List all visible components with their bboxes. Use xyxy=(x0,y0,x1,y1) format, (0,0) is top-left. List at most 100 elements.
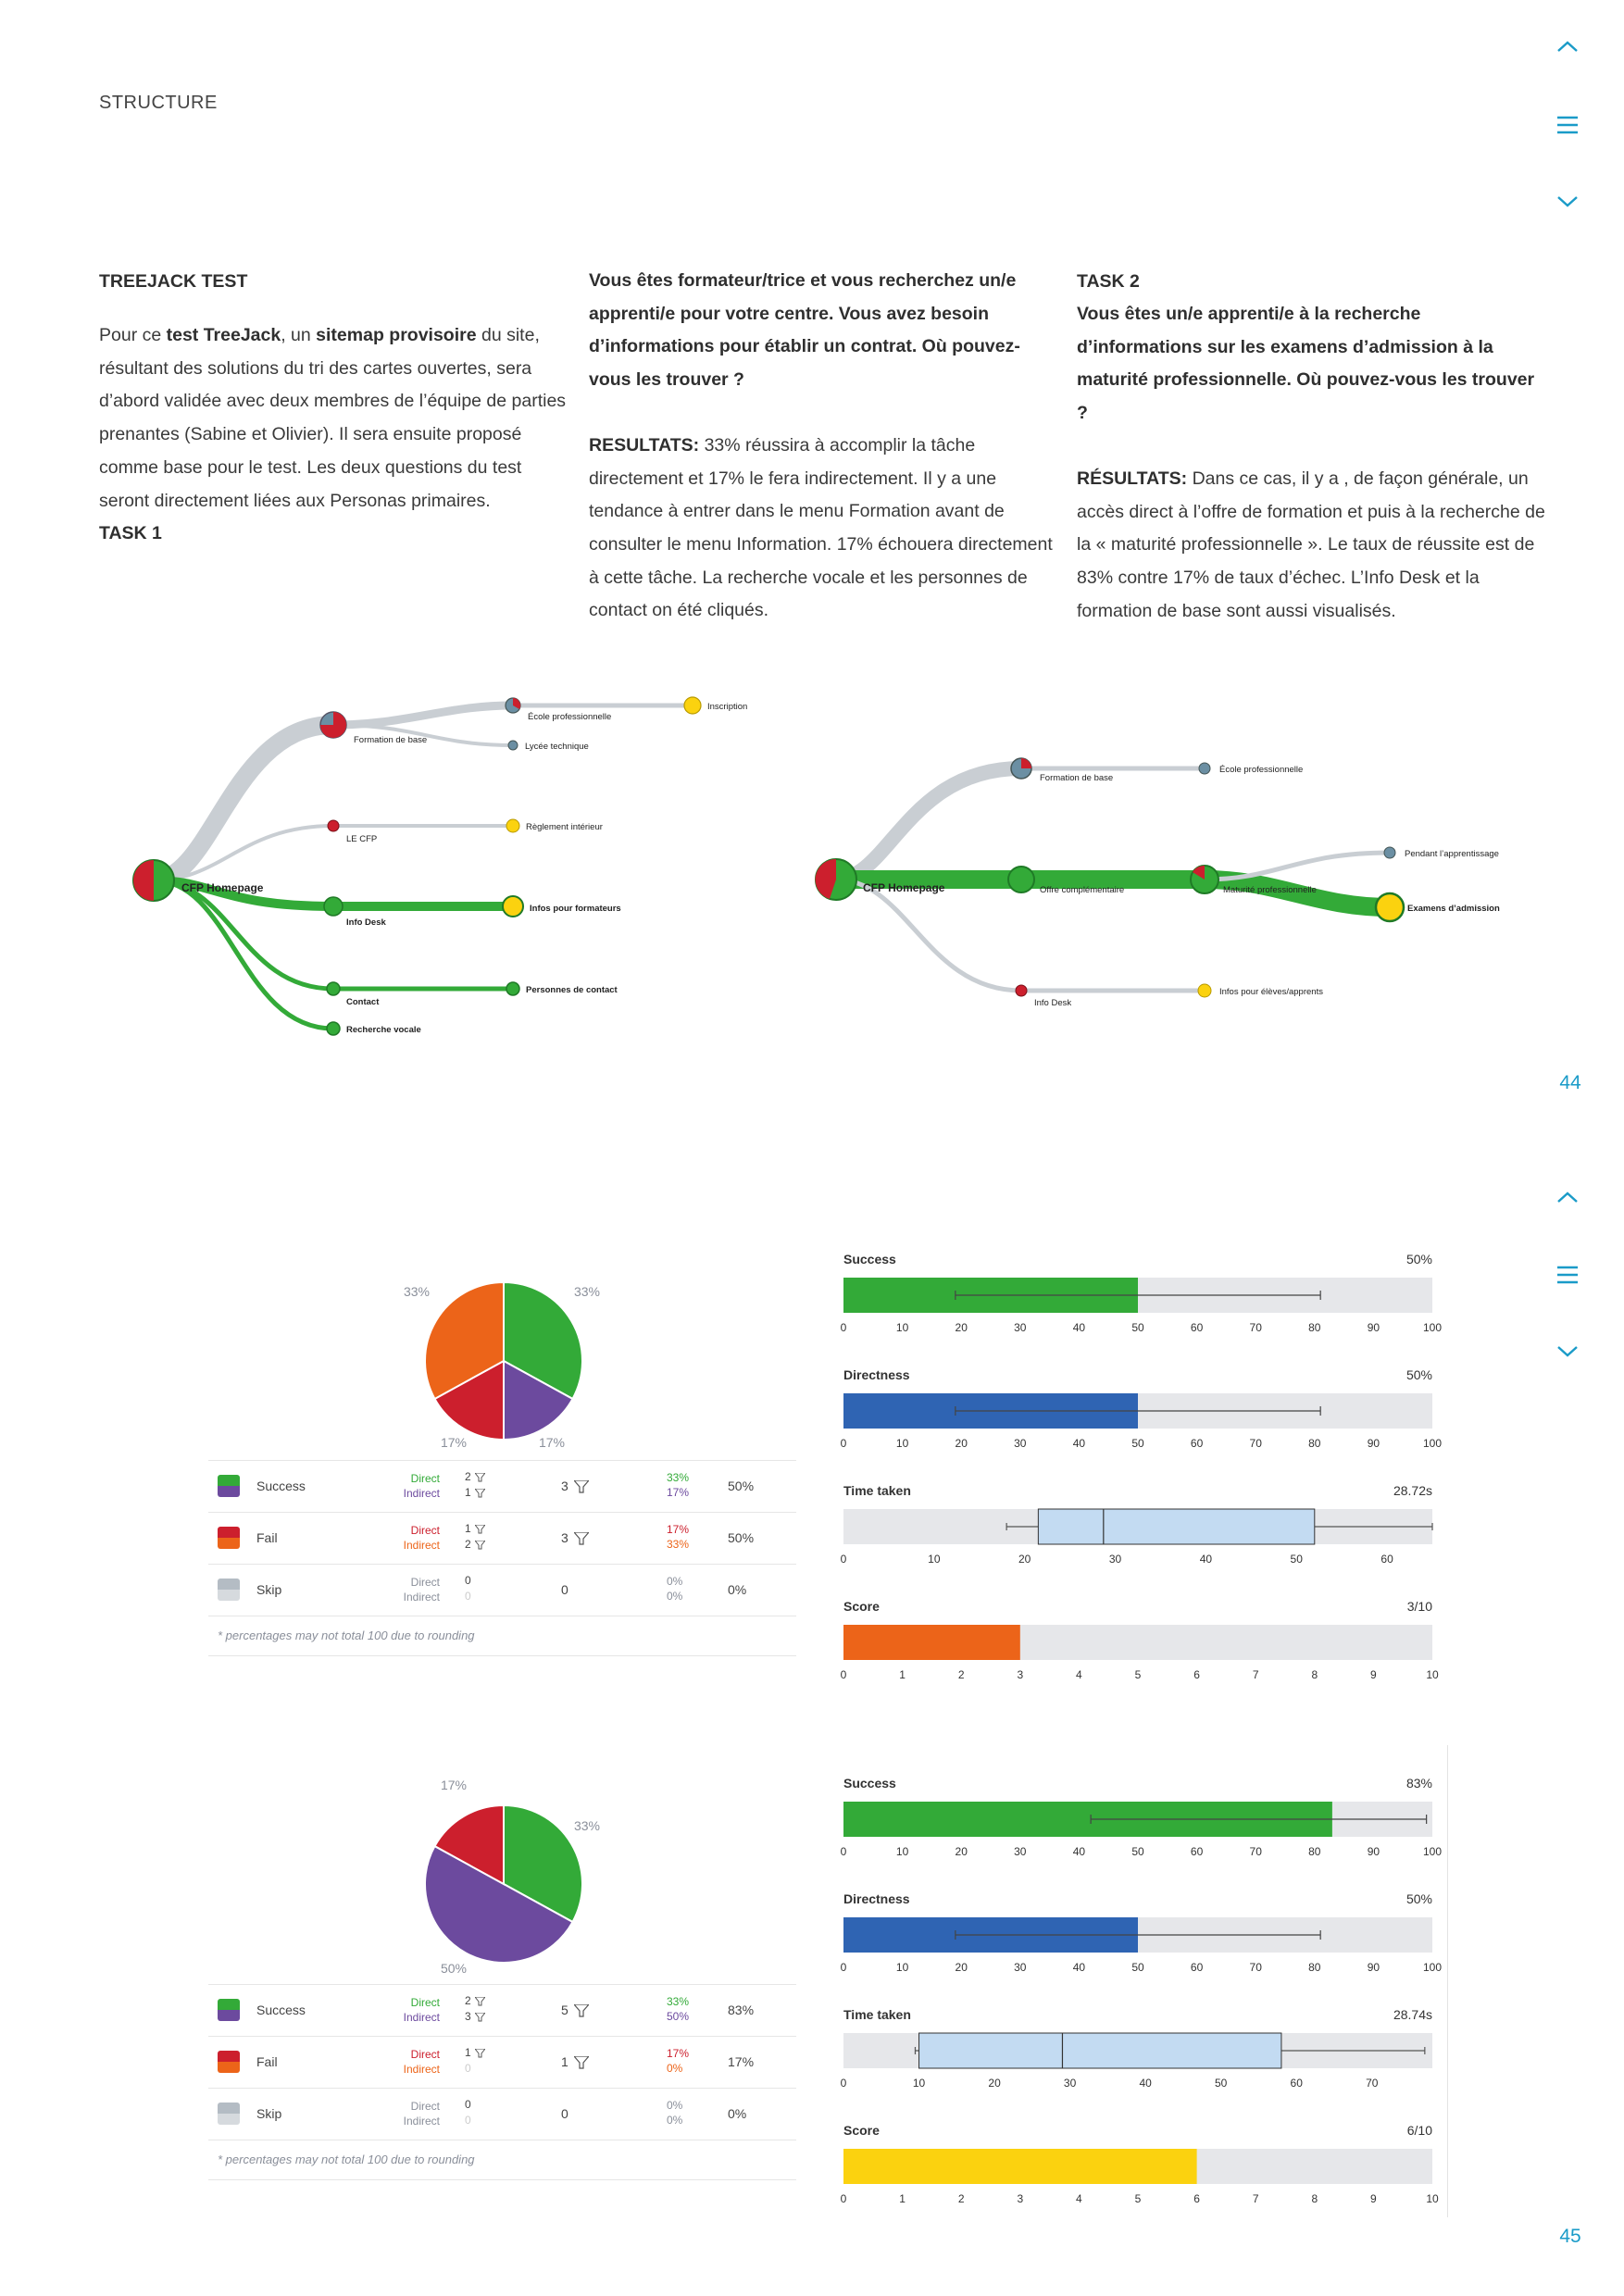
tick-label: 20 xyxy=(1018,1553,1031,1566)
tick-label: 90 xyxy=(1368,1321,1380,1334)
indirect-label: Indirect xyxy=(403,2115,440,2128)
table-row: Skip Direct Indirect 0 0 0 0% 0% 0% xyxy=(208,1564,796,1616)
task1-question: Vous êtes formateur/trice et vous recher… xyxy=(589,270,1020,391)
tick-label: 0 xyxy=(841,1553,847,1566)
pie-slice xyxy=(503,1280,583,1401)
table-row: Skip Direct Indirect 0 0 0 0% 0% 0% xyxy=(208,2088,796,2140)
tick-label: 30 xyxy=(1014,1321,1027,1334)
legend-swatch xyxy=(218,2114,240,2125)
tick-label: 100 xyxy=(1423,1321,1442,1334)
tick-label: 70 xyxy=(1250,1321,1263,1334)
tree-label: Inscription xyxy=(707,702,747,712)
tick-label: 2 xyxy=(958,1668,965,1681)
overall-pct: 0% xyxy=(728,1582,747,1597)
total-count: 0 xyxy=(561,1582,568,1597)
tick-label: 6 xyxy=(1193,1668,1200,1681)
pct-indirect: 0% xyxy=(667,2062,683,2075)
metrics-charts-task1: Success 50%0 10 20 30 40 50 60 70 80 90 100Directne… xyxy=(841,1252,1443,1681)
divider xyxy=(208,2179,796,2180)
row-label: Skip xyxy=(256,2106,282,2121)
metric-value: 28.72s xyxy=(1393,1483,1432,1498)
tree-node xyxy=(1190,865,1219,894)
pie-label: 17% xyxy=(539,1435,565,1450)
scroll-up-button[interactable] xyxy=(1544,39,1591,54)
tree-node xyxy=(505,697,521,714)
pct-indirect: 33% xyxy=(667,1538,690,1551)
scroll-down-button[interactable] xyxy=(1544,1344,1591,1359)
menu-button[interactable] xyxy=(1544,1265,1591,1285)
direct-count: 0 xyxy=(465,2098,471,2111)
tree-node xyxy=(326,981,341,996)
metric-title: Success xyxy=(843,1252,896,1267)
tick-label: 100 xyxy=(1423,1961,1442,1974)
overall-pct: 17% xyxy=(728,2054,755,2069)
pie-label: 33% xyxy=(574,1284,600,1299)
table-row: Fail Direct Indirect 1 2 3 17% 33% 50% xyxy=(208,1512,796,1564)
tick-label: 20 xyxy=(988,2077,1001,2090)
legend-swatch xyxy=(218,2062,240,2073)
tick-label: 60 xyxy=(1291,2077,1304,2090)
pie-label: 50% xyxy=(441,1961,467,1976)
tick-label: 20 xyxy=(956,1961,968,1974)
tree-node xyxy=(1197,983,1212,998)
filter-icon xyxy=(473,1540,486,1550)
filter-icon xyxy=(572,2003,591,2017)
tick-label: 50 xyxy=(1131,1437,1144,1450)
tick-label: 40 xyxy=(1200,1553,1213,1566)
menu-button[interactable] xyxy=(1544,115,1591,135)
tree-node xyxy=(1198,762,1211,775)
box-iqr xyxy=(918,2032,1282,2069)
scroll-up-button[interactable] xyxy=(1544,1190,1591,1204)
metric-value: 28.74s xyxy=(1393,2007,1432,2022)
legend-swatch xyxy=(218,1538,240,1549)
tree-label: Info Desk xyxy=(346,917,386,928)
task2-column: TASK 2 Vous êtes un/e apprenti/e à la re… xyxy=(1077,265,1549,628)
filter-icon xyxy=(572,1531,591,1545)
direct-count: 0 xyxy=(465,1574,471,1587)
divider xyxy=(208,1655,796,1656)
task1-label: TASK 1 xyxy=(99,523,162,544)
pie-slices xyxy=(424,1803,583,1964)
scroll-down-button[interactable] xyxy=(1544,194,1591,209)
pct-direct: 17% xyxy=(667,1523,690,1536)
tree-node xyxy=(506,818,520,833)
indirect-count: 0 xyxy=(465,2114,471,2127)
indirect-count: 0 xyxy=(465,2062,471,2075)
tick-label: 3 xyxy=(1017,1668,1023,1681)
pct-indirect: 50% xyxy=(667,2010,690,2023)
legend-swatch xyxy=(218,1578,240,1590)
legend-swatch xyxy=(218,1590,240,1601)
task2-results: RÉSULTATS: Dans ce cas, il y a , de faço… xyxy=(1077,468,1545,621)
tree-label: Pendant l’apprentissage xyxy=(1405,849,1499,859)
legend-swatch xyxy=(218,2103,240,2114)
direct-count: 1 xyxy=(465,2046,486,2059)
tree-node xyxy=(506,981,520,996)
pie-label: 17% xyxy=(441,1778,467,1792)
metric-title: Score xyxy=(843,1599,880,1614)
page-number: 45 xyxy=(1559,2226,1581,2247)
tick-label: 9 xyxy=(1370,1668,1377,1681)
tick-label: 50 xyxy=(1131,1845,1144,1858)
task2-title: TASK 2 xyxy=(1077,271,1140,292)
legend-swatch xyxy=(218,2051,240,2062)
pie-label: 17% xyxy=(441,1435,467,1450)
pct-direct: 0% xyxy=(667,1575,683,1588)
tick-label: 5 xyxy=(1135,2192,1142,2205)
pie-slice xyxy=(433,1359,505,1441)
overall-pct: 0% xyxy=(728,2106,747,2121)
tree-label: Formation de base xyxy=(354,735,427,745)
tree-label: Infos pour formateurs xyxy=(530,904,621,914)
metric-title: Directness xyxy=(843,1367,910,1382)
tick-label: 5 xyxy=(1135,1668,1142,1681)
metric-value: 50% xyxy=(1406,1252,1432,1267)
tick-label: 9 xyxy=(1370,2192,1377,2205)
table-row: Success Direct Indirect 2 3 5 33% 50% 83% xyxy=(208,1984,796,2036)
tick-label: 40 xyxy=(1073,1437,1086,1450)
row-label: Success xyxy=(256,1479,306,1493)
metric-value: 83% xyxy=(1406,1776,1432,1791)
tree-label: Infos pour élèves/apprents xyxy=(1219,987,1323,997)
pie-label: 33% xyxy=(404,1284,430,1299)
tick-label: 50 xyxy=(1215,2077,1228,2090)
metric-value: 50% xyxy=(1406,1367,1432,1382)
direct-label: Direct xyxy=(410,2100,440,2113)
